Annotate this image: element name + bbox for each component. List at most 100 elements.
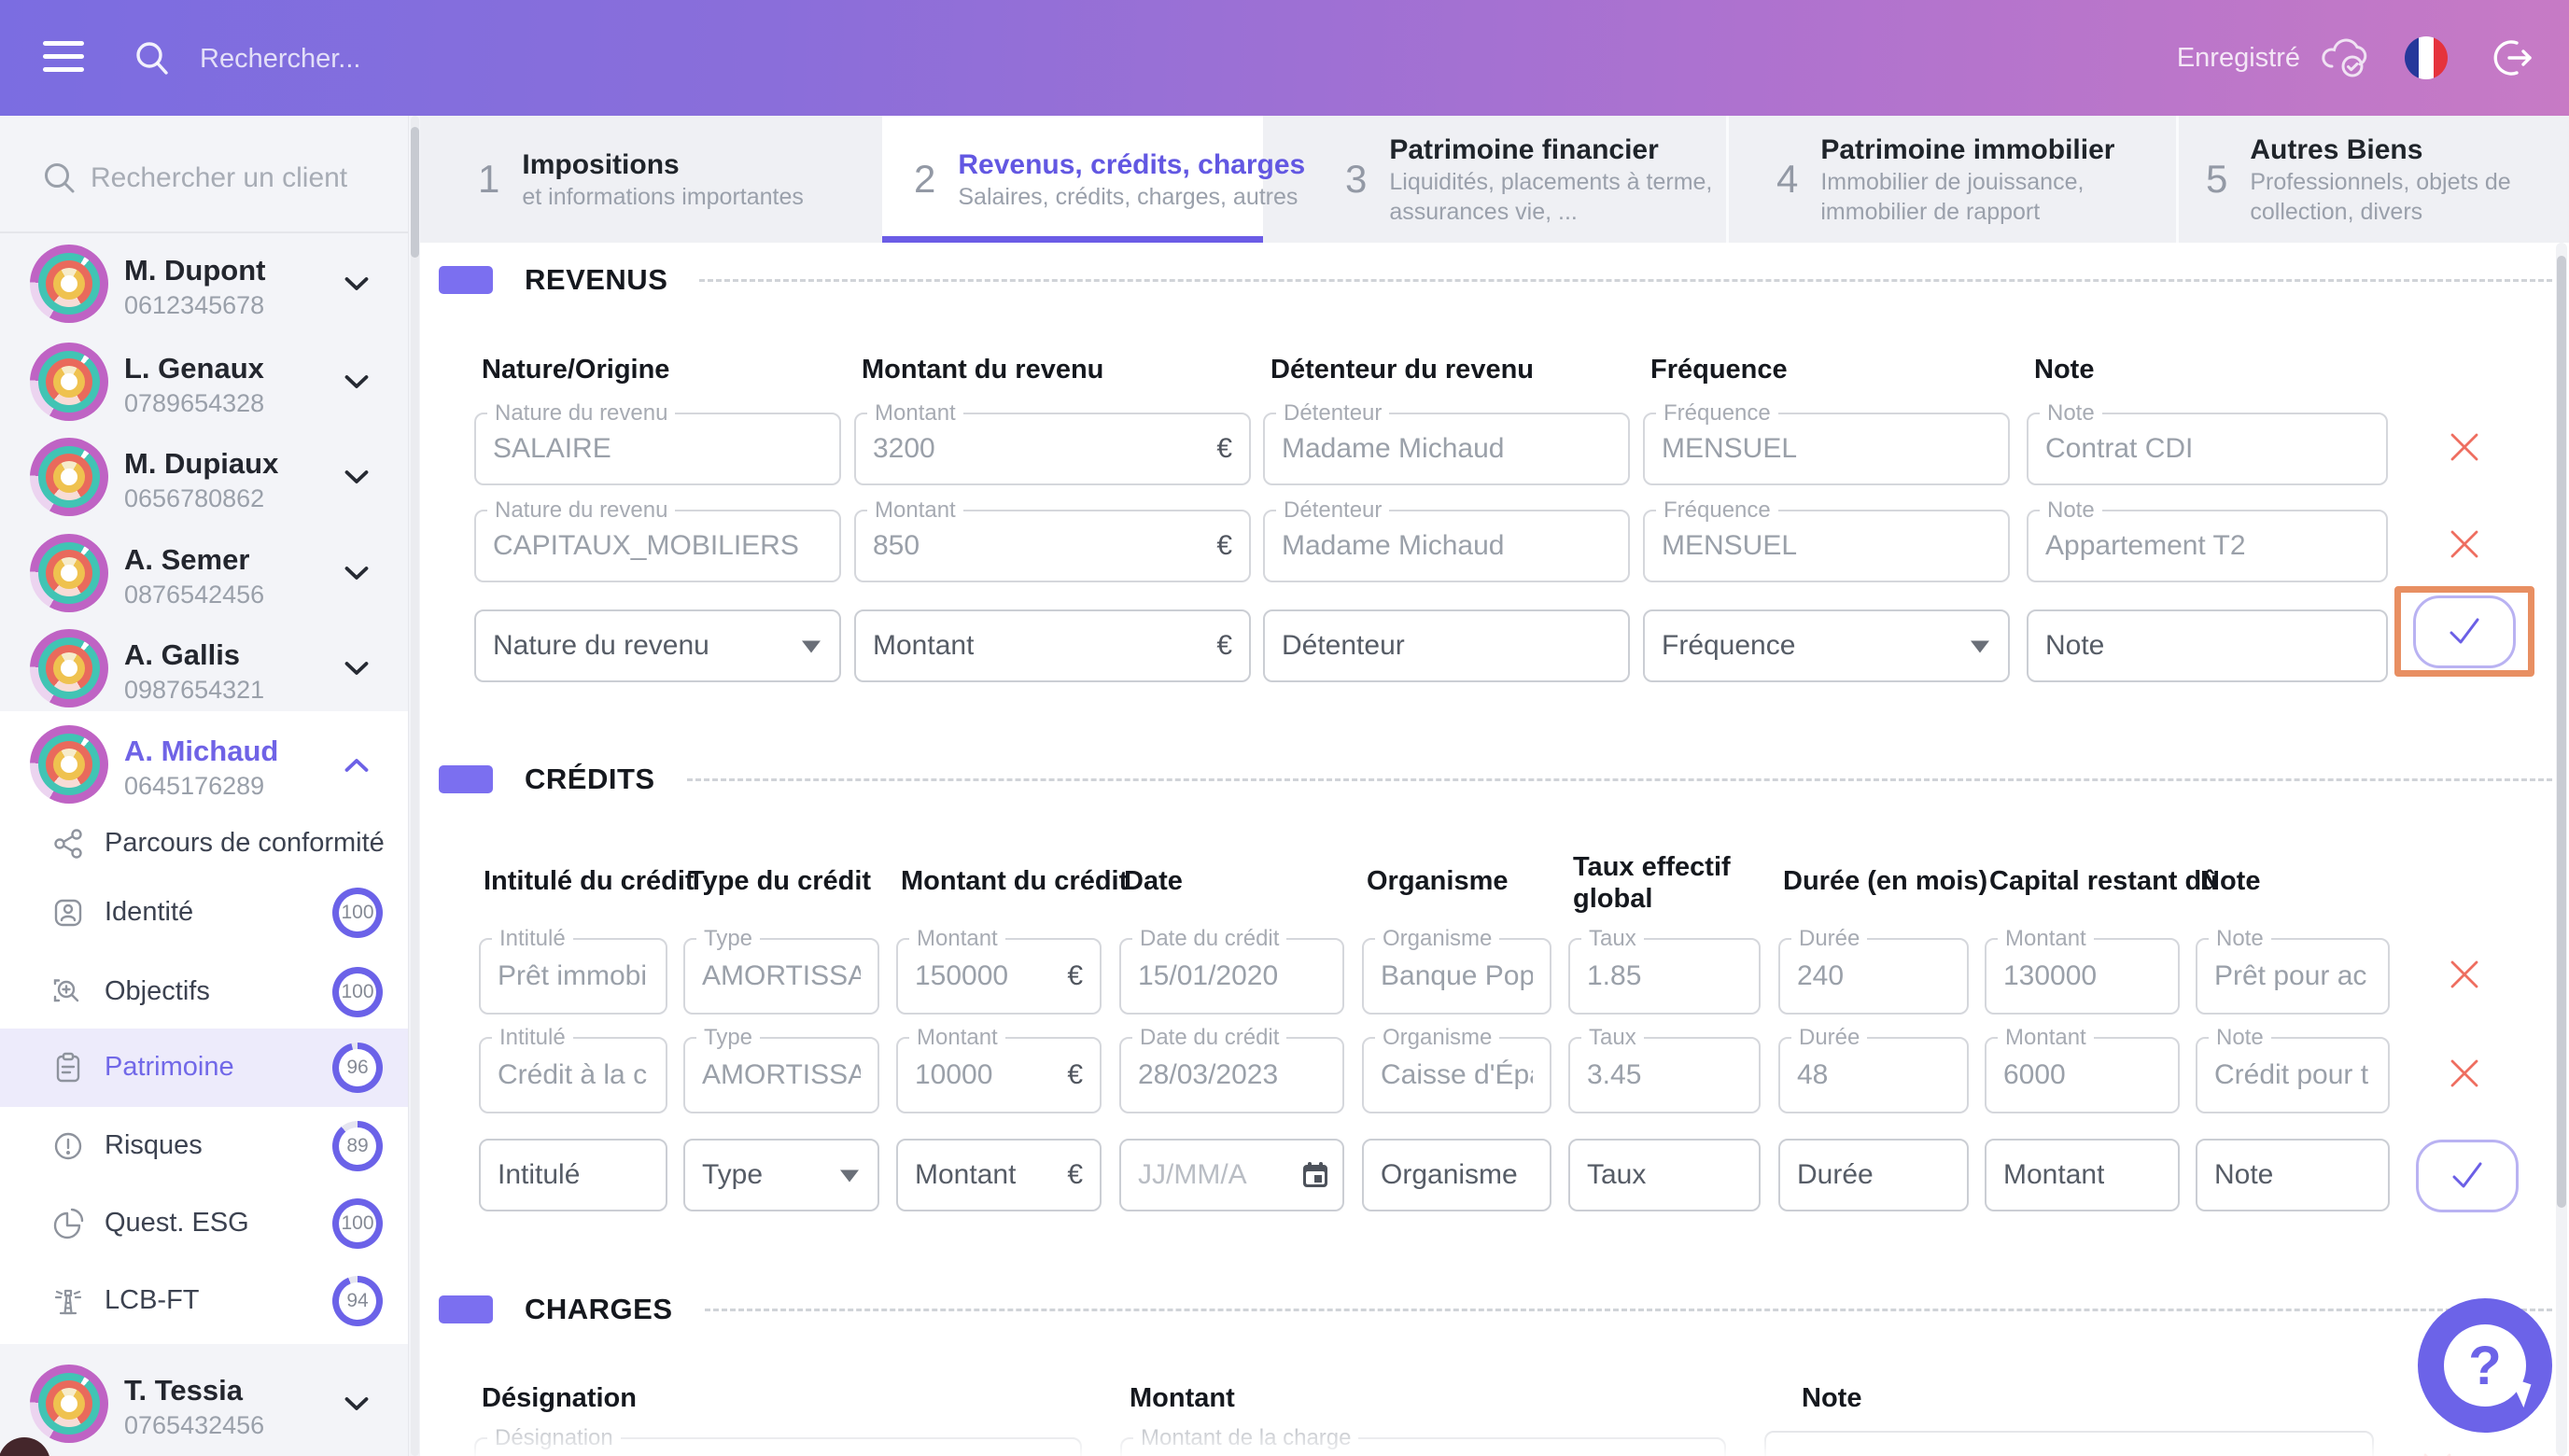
charge-montant-input[interactable]: Montant de la charge	[1120, 1437, 1726, 1456]
tab-patrimoine-immobilier[interactable]: 4 Patrimoine immobilier Immobilier de jo…	[1728, 116, 2178, 243]
revenu-note-input[interactable]: Note Appartement T2	[2027, 510, 2388, 582]
sidebar-item-parcours-de-conformite[interactable]: Parcours de conformité	[105, 828, 385, 859]
global-search-input[interactable]: Rechercher...	[200, 44, 360, 75]
main-scrollbar-thumb[interactable]	[2557, 256, 2566, 1208]
chevron-down-icon[interactable]	[344, 566, 370, 581]
credit-duree-input[interactable]: Durée 240	[1778, 938, 1969, 1015]
revenu-nature-input[interactable]: Nature du revenu SALAIRE	[474, 413, 841, 485]
revenu-detenteur-input[interactable]: Détenteur Madame Michaud	[1263, 413, 1630, 485]
hamburger-menu-icon[interactable]	[43, 41, 84, 77]
new-credit-duree-input[interactable]: Durée	[1778, 1139, 1969, 1211]
new-revenu-note-input[interactable]: Note	[2027, 609, 2388, 682]
saved-status: Enregistré	[2177, 43, 2300, 74]
credit-taux-input[interactable]: Taux 3.45	[1568, 1037, 1761, 1113]
new-credit-date-input[interactable]: JJ/MM/A	[1119, 1139, 1344, 1211]
client-name[interactable]: L. Genaux	[124, 352, 264, 385]
avatar	[30, 343, 108, 421]
tab-revenus-credits-charges[interactable]: 2 Revenus, crédits, charges Salaires, cr…	[882, 116, 1263, 243]
revenu-frequence-input[interactable]: Fréquence MENSUEL	[1643, 510, 2010, 582]
delete-row-button[interactable]	[2438, 1047, 2491, 1099]
chevron-down-icon[interactable]	[344, 469, 370, 485]
credit-duree-input[interactable]: Durée 48	[1778, 1037, 1969, 1113]
client-name[interactable]: T. Tessia	[124, 1374, 243, 1407]
credit-montant-input[interactable]: Montant 10000 €	[896, 1037, 1102, 1113]
search-icon[interactable]	[133, 39, 172, 78]
revenu-nature-input[interactable]: Nature du revenu CAPITAUX_MOBILIERS	[474, 510, 841, 582]
delete-row-button[interactable]	[2411, 1441, 2464, 1456]
client-name[interactable]: M. Dupont	[124, 254, 266, 287]
sidebar-item-objectifs[interactable]: Objectifs	[105, 976, 210, 1007]
section-title: REVENUS	[525, 263, 667, 297]
field-label: Intitulé	[492, 926, 573, 952]
help-button[interactable]: ?	[2418, 1298, 2552, 1433]
validate-revenu-button[interactable]	[2413, 595, 2516, 668]
client-search-input[interactable]: Rechercher un client	[91, 162, 347, 194]
sidebar-scrollbar-track[interactable]	[411, 116, 419, 1456]
revenu-note-input[interactable]: Note Contrat CDI	[2027, 413, 2388, 485]
revenu-frequence-input[interactable]: Fréquence MENSUEL	[1643, 413, 2010, 485]
new-credit-montant-input[interactable]: Montant €	[896, 1139, 1102, 1211]
tab-autres-biens[interactable]: 5 Autres Biens Professionnels, objets de…	[2178, 116, 2569, 243]
validate-credit-button[interactable]	[2416, 1140, 2519, 1212]
delete-row-button[interactable]	[2438, 948, 2491, 1001]
new-credit-note-input[interactable]: Note	[2196, 1139, 2390, 1211]
chevron-down-icon[interactable]	[344, 661, 370, 677]
active-client-name[interactable]: A. Michaud	[124, 735, 278, 768]
col-header-detenteur: Détenteur du revenu	[1270, 355, 1534, 385]
field-value: 6000	[2003, 1059, 2066, 1091]
new-revenu-nature-select[interactable]: Nature du revenu	[474, 609, 841, 682]
chevron-up-icon[interactable]	[344, 757, 370, 773]
new-credit-intitule-input[interactable]: Intitulé	[479, 1139, 667, 1211]
sidebar-item-risques[interactable]: Risques	[105, 1130, 203, 1161]
credit-organisme-input[interactable]: Organisme Caisse d'Épa	[1362, 1037, 1551, 1113]
credit-note-input[interactable]: Note Prêt pour ac	[2196, 938, 2390, 1015]
active-tab-underline	[882, 236, 1263, 243]
client-name[interactable]: M. Dupiaux	[124, 447, 278, 481]
credit-type-input[interactable]: Type AMORTISSA	[683, 1037, 879, 1113]
input-placeholder: Taux	[1587, 1159, 1646, 1191]
credit-intitule-input[interactable]: Intitulé Prêt immobil	[479, 938, 667, 1015]
credit-date-input[interactable]: Date du crédit 15/01/2020	[1119, 938, 1344, 1015]
revenu-montant-input[interactable]: Montant 3200 €	[854, 413, 1251, 485]
chevron-down-icon[interactable]	[344, 276, 370, 292]
chevron-down-icon[interactable]	[344, 374, 370, 390]
charge-designation-input[interactable]: Désignation	[474, 1437, 1082, 1456]
revenu-montant-input[interactable]: Montant 850 €	[854, 510, 1251, 582]
credit-organisme-input[interactable]: Organisme Banque Pop	[1362, 938, 1551, 1015]
calendar-icon[interactable]	[1301, 1161, 1329, 1189]
sidebar-item-patrimoine[interactable]: Patrimoine	[105, 1052, 234, 1083]
credit-capital-input[interactable]: Montant 6000	[1985, 1037, 2180, 1113]
new-revenu-frequence-select[interactable]: Fréquence	[1643, 609, 2010, 682]
sidebar-item-identite[interactable]: Identité	[105, 897, 193, 928]
sidebar-scrollbar-thumb[interactable]	[411, 127, 419, 258]
sidebar-item-lcb-ft[interactable]: LCB-FT	[105, 1285, 200, 1316]
credit-capital-input[interactable]: Montant 130000	[1985, 938, 2180, 1015]
new-credit-organisme-input[interactable]: Organisme	[1362, 1139, 1551, 1211]
new-revenu-montant-input[interactable]: Montant €	[854, 609, 1251, 682]
credit-montant-input[interactable]: Montant 150000 €	[896, 938, 1102, 1015]
delete-row-button[interactable]	[2438, 421, 2491, 473]
tab-title: Patrimoine immobilier	[1820, 134, 2114, 165]
sidebar-item-quest-esg[interactable]: Quest. ESG	[105, 1208, 249, 1239]
logout-icon[interactable]	[2489, 35, 2534, 80]
french-flag-language-icon[interactable]	[2405, 36, 2448, 79]
credit-intitule-input[interactable]: Intitulé Crédit à la c	[479, 1037, 667, 1113]
client-name[interactable]: A. Gallis	[124, 638, 240, 672]
new-revenu-detenteur-input[interactable]: Détenteur	[1263, 609, 1630, 682]
section-revenus-header: REVENUS	[439, 263, 2552, 297]
field-label: Montant	[1998, 1025, 2094, 1051]
chevron-down-icon[interactable]	[344, 1396, 370, 1412]
credit-taux-input[interactable]: Taux 1.85	[1568, 938, 1761, 1015]
new-credit-taux-input[interactable]: Taux	[1568, 1139, 1761, 1211]
tab-patrimoine-financier[interactable]: 3 Patrimoine financier Liquidités, place…	[1263, 116, 1728, 243]
revenu-detenteur-input[interactable]: Détenteur Madame Michaud	[1263, 510, 1630, 582]
tab-impositions[interactable]: 1 Impositions et informations importante…	[420, 116, 882, 243]
new-credit-type-select[interactable]: Type	[683, 1139, 879, 1211]
credit-date-input[interactable]: Date du crédit 28/03/2023	[1119, 1037, 1344, 1113]
credit-type-input[interactable]: Type AMORTISSA	[683, 938, 879, 1015]
new-credit-capital-input[interactable]: Montant	[1985, 1139, 2180, 1211]
client-name[interactable]: A. Semer	[124, 543, 249, 577]
charge-note-input[interactable]	[1764, 1431, 2374, 1456]
credit-note-input[interactable]: Note Crédit pour t	[2196, 1037, 2390, 1113]
delete-row-button[interactable]	[2438, 518, 2491, 570]
